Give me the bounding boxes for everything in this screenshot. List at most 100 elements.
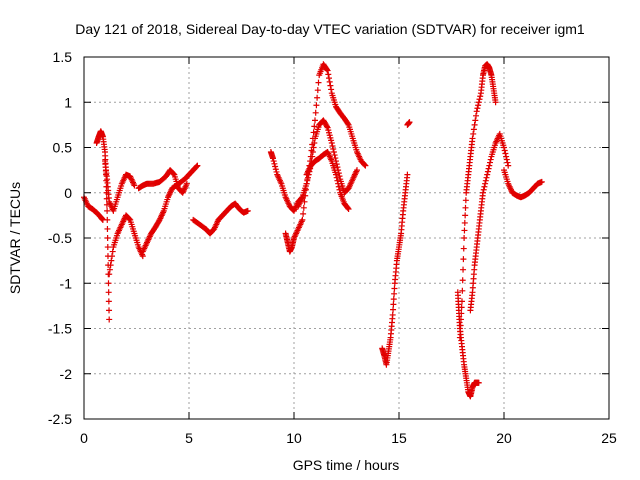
series-arc5 — [139, 162, 201, 255]
data-point — [333, 174, 340, 181]
data-point — [474, 105, 481, 112]
series-arc9 — [282, 61, 369, 255]
data-point — [504, 159, 511, 166]
data-point — [460, 256, 467, 263]
data-point — [459, 287, 466, 294]
series-arc15 — [456, 61, 499, 341]
data-point — [538, 178, 545, 185]
data-point — [131, 182, 138, 189]
data-point — [483, 174, 490, 181]
y-tick-label: 0 — [64, 185, 72, 201]
data-point — [312, 117, 318, 124]
series-arc11 — [303, 149, 352, 213]
y-axis-label: SDTVAR / TECUs — [7, 182, 23, 294]
data-point — [457, 316, 464, 323]
data-point — [105, 280, 112, 287]
data-point — [328, 139, 335, 146]
data-point — [390, 306, 397, 313]
data-point — [484, 168, 491, 175]
data-point — [305, 174, 311, 181]
series-arc4 — [106, 212, 146, 278]
series-arc6 — [135, 167, 190, 196]
data-point — [324, 67, 331, 74]
data-point — [105, 289, 112, 296]
data-point — [334, 177, 341, 184]
data-point — [170, 170, 177, 177]
data-point — [104, 244, 111, 251]
data-point — [104, 207, 111, 214]
data-point — [315, 79, 322, 86]
data-point — [406, 119, 413, 126]
data-point — [470, 130, 477, 137]
data-point — [311, 123, 318, 130]
series-arc12 — [379, 171, 411, 368]
data-point — [107, 262, 114, 269]
data-point — [482, 177, 489, 184]
data-point — [472, 117, 479, 124]
y-tick-label: 1 — [64, 94, 72, 110]
data-point — [390, 296, 397, 303]
x-axis-label: GPS time / hours — [293, 457, 400, 473]
data-point — [459, 277, 466, 284]
data-point — [484, 171, 491, 178]
data-point — [471, 121, 478, 128]
data-point — [487, 159, 493, 166]
series-arc3 — [102, 158, 138, 214]
data-point — [106, 307, 113, 314]
data-point — [475, 102, 482, 109]
data-point — [325, 71, 332, 78]
data-point — [461, 219, 468, 226]
data-point — [335, 180, 342, 187]
data-point — [335, 183, 342, 190]
chart-title: Day 121 of 2018, Sidereal Day-to-day VTE… — [75, 21, 585, 37]
series-arc7 — [190, 200, 251, 237]
data-point — [469, 135, 476, 142]
data-point — [475, 379, 482, 386]
series-arc1 — [81, 194, 106, 223]
data-point — [336, 186, 343, 193]
data-point — [300, 204, 307, 211]
data-point — [300, 210, 307, 217]
y-tick-label: -2.5 — [48, 411, 72, 427]
series-arc17 — [501, 167, 545, 201]
data-point — [492, 99, 499, 106]
data-point — [106, 316, 113, 323]
data-point — [327, 82, 334, 89]
data-point — [362, 162, 369, 169]
grid-lines — [84, 57, 609, 419]
data-point — [480, 189, 486, 196]
data-point — [462, 204, 469, 211]
data-point — [389, 311, 396, 318]
data-point — [271, 160, 278, 167]
data-point — [457, 322, 464, 329]
data-point — [328, 86, 335, 93]
x-tick-label: 5 — [185, 430, 193, 446]
data-point — [304, 177, 311, 184]
data-point — [458, 310, 465, 317]
data-point — [462, 197, 469, 204]
data-point — [272, 166, 279, 173]
y-tick-label: -2 — [60, 366, 73, 382]
data-point — [105, 298, 112, 305]
data-point — [391, 290, 398, 297]
data-point — [183, 180, 190, 187]
data-point — [457, 328, 464, 335]
data-point — [272, 163, 279, 170]
y-tick-label: -1 — [60, 275, 73, 291]
data-point — [311, 139, 318, 146]
x-tick-label: 20 — [496, 430, 512, 446]
data-point — [486, 162, 493, 169]
data-point — [344, 120, 351, 127]
data-point — [329, 142, 336, 149]
data-point — [244, 207, 251, 214]
data-point — [312, 109, 319, 116]
data-point — [459, 298, 465, 305]
data-point — [344, 205, 351, 212]
data-point — [473, 112, 479, 119]
data-point — [502, 150, 509, 157]
data-point — [109, 248, 116, 255]
y-tick-label: 1.5 — [53, 49, 73, 65]
data-point — [126, 216, 133, 223]
data-point — [194, 162, 201, 169]
